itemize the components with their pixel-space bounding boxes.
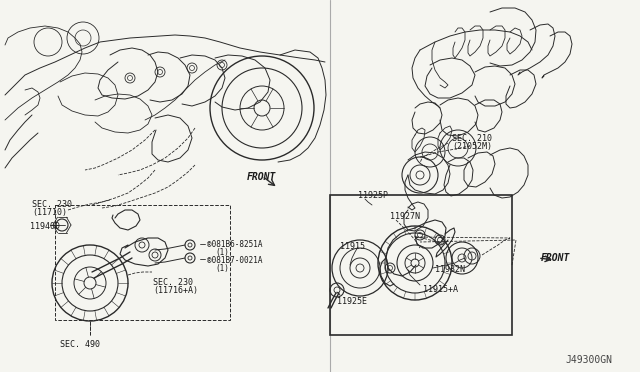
Text: (11710): (11710) <box>32 208 67 217</box>
Text: 11940D: 11940D <box>30 222 60 231</box>
Text: FRONT: FRONT <box>541 253 570 263</box>
Text: (21052M): (21052M) <box>452 142 492 151</box>
Text: 11925E: 11925E <box>337 297 367 306</box>
Text: (1): (1) <box>215 248 229 257</box>
Text: SEC. 230: SEC. 230 <box>32 200 72 209</box>
Text: 11915+A: 11915+A <box>423 285 458 294</box>
Text: ®081B6-8251A: ®081B6-8251A <box>207 240 262 249</box>
Text: SEC. 210: SEC. 210 <box>452 134 492 143</box>
Text: (1): (1) <box>215 264 229 273</box>
Text: ®081B7-0021A: ®081B7-0021A <box>207 256 262 265</box>
Text: (11716+A): (11716+A) <box>153 286 198 295</box>
Text: 11927N: 11927N <box>390 212 420 221</box>
Text: 11925P: 11925P <box>358 191 388 200</box>
Text: 11915: 11915 <box>340 242 365 251</box>
Text: 11932N: 11932N <box>435 265 465 274</box>
Text: FRONT: FRONT <box>247 172 276 182</box>
Bar <box>330 195 512 335</box>
Bar <box>55 205 230 320</box>
Text: SEC. 230: SEC. 230 <box>153 278 193 287</box>
Text: SEC. 490: SEC. 490 <box>60 340 100 349</box>
Text: J49300GN: J49300GN <box>565 355 612 365</box>
